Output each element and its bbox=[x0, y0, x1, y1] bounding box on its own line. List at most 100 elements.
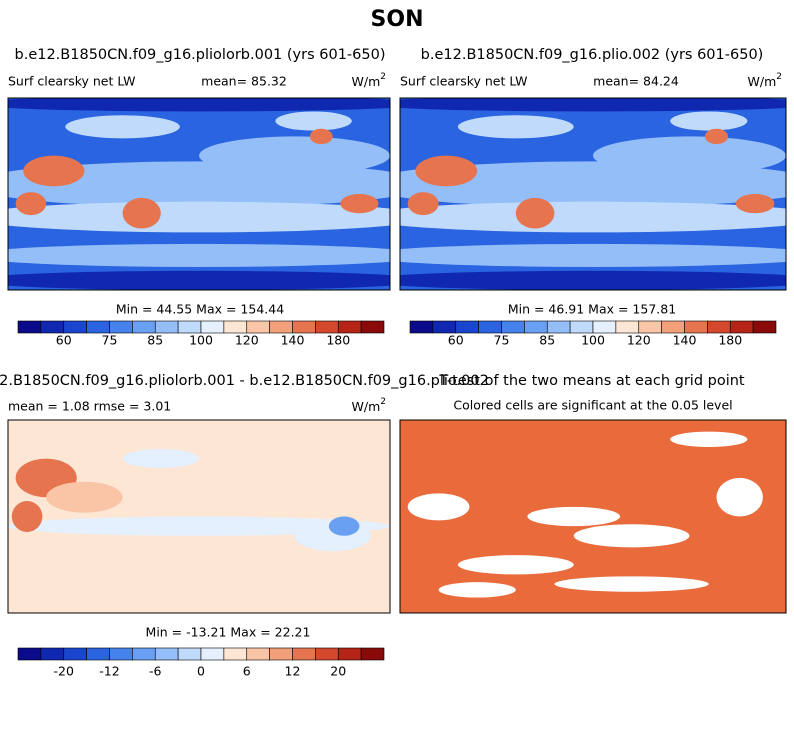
colorbar-box bbox=[292, 320, 316, 334]
colorbar-label: 140 bbox=[673, 333, 697, 348]
map-frame bbox=[7, 97, 391, 291]
map-shading bbox=[8, 270, 390, 290]
units-sup: 2 bbox=[776, 72, 782, 82]
panel-title: b.e12.B1850CN.f09_g16.plio.002 (yrs 601-… bbox=[421, 47, 764, 63]
colorbar-box bbox=[177, 647, 202, 661]
panel-title: b.e12.B1850CN.f09_g16.pliolorb.001 - b.e… bbox=[0, 373, 489, 389]
panel-title: T-test of the two means at each grid poi… bbox=[438, 373, 745, 389]
colorbar-label: 180 bbox=[326, 333, 350, 348]
colorbar-label: -20 bbox=[54, 664, 74, 679]
map-shading bbox=[407, 192, 439, 216]
map-shading bbox=[438, 582, 516, 598]
map-shading bbox=[8, 516, 390, 536]
colorbar-label: 6 bbox=[243, 664, 251, 679]
map-shading bbox=[15, 192, 47, 216]
colorbar-box bbox=[154, 647, 179, 661]
colorbar-box bbox=[109, 647, 133, 661]
map-shading bbox=[8, 201, 390, 233]
colorbar-box bbox=[132, 320, 156, 334]
panel-subtitle-left: Surf clearsky net LW bbox=[8, 74, 136, 89]
units-sup: 2 bbox=[380, 72, 386, 82]
units: W/m2 bbox=[352, 397, 386, 414]
colorbar-label: 100 bbox=[189, 333, 213, 348]
map-shading bbox=[554, 576, 709, 592]
colorbar-box bbox=[223, 320, 248, 334]
colorbar-box bbox=[707, 320, 731, 334]
colorbar-box bbox=[132, 647, 156, 661]
panel-subtitle-center: mean= 84.24 bbox=[593, 74, 679, 89]
colorbar-box bbox=[524, 320, 548, 334]
map-shading bbox=[23, 155, 85, 187]
map-shading bbox=[275, 111, 352, 131]
map-stats: Min = 46.91 Max = 157.81 bbox=[508, 302, 676, 317]
colorbar-box bbox=[246, 647, 270, 661]
map bbox=[400, 420, 786, 613]
colorbar-box bbox=[661, 320, 685, 334]
colorbar-box bbox=[86, 647, 110, 661]
colorbar-label: 100 bbox=[581, 333, 605, 348]
map-shading bbox=[65, 115, 180, 139]
colorbar-box bbox=[360, 320, 385, 334]
colorbar-box bbox=[432, 320, 457, 334]
colorbar-box bbox=[63, 647, 87, 661]
colorbar-box bbox=[478, 320, 502, 334]
map-shading bbox=[704, 128, 729, 145]
colorbar-box bbox=[752, 320, 777, 334]
colorbar-label: 85 bbox=[539, 333, 555, 348]
colorbar-box bbox=[501, 320, 525, 334]
colorbar-label: 20 bbox=[330, 664, 346, 679]
map bbox=[400, 98, 786, 290]
map-shading bbox=[407, 493, 470, 521]
map-shading bbox=[46, 481, 123, 513]
map-shading bbox=[670, 431, 748, 448]
map-shading bbox=[8, 98, 390, 112]
panel-subtitle-center: mean= 85.32 bbox=[201, 74, 287, 89]
map-shading bbox=[457, 115, 574, 139]
map-shading bbox=[340, 194, 379, 214]
panel-subtitle-center: Colored cells are significant at the 0.0… bbox=[453, 398, 732, 413]
colorbar-label: 0 bbox=[197, 664, 205, 679]
map-shading bbox=[8, 243, 390, 267]
units: W/m2 bbox=[748, 72, 782, 89]
colorbar-box bbox=[315, 647, 339, 661]
colorbar-label: 140 bbox=[281, 333, 305, 348]
units-base: W/m bbox=[352, 399, 381, 414]
map-shading bbox=[515, 197, 555, 229]
map-background bbox=[8, 420, 390, 613]
colorbar-box bbox=[546, 320, 571, 334]
map-shading bbox=[400, 270, 786, 290]
colorbar-box bbox=[177, 320, 202, 334]
map-shading bbox=[328, 516, 360, 536]
map-stats: Min = 44.55 Max = 154.44 bbox=[116, 302, 284, 317]
colorbar-box bbox=[315, 320, 339, 334]
colorbar-box bbox=[154, 320, 179, 334]
colorbar-box bbox=[638, 320, 662, 334]
colorbar-label: 120 bbox=[627, 333, 651, 348]
colorbar-box bbox=[40, 647, 65, 661]
colorbar-box bbox=[409, 320, 434, 334]
map-shading bbox=[400, 201, 786, 233]
map-shading bbox=[122, 448, 199, 469]
colorbar-label: 120 bbox=[235, 333, 259, 348]
colorbar-box bbox=[269, 320, 293, 334]
map-shading bbox=[593, 136, 786, 175]
map-stats: Min = -13.21 Max = 22.21 bbox=[146, 625, 311, 640]
colorbar-box bbox=[684, 320, 708, 334]
colorbar-box bbox=[200, 647, 225, 661]
colorbar-box bbox=[109, 320, 133, 334]
units-base: W/m bbox=[352, 74, 381, 89]
map-shading bbox=[527, 506, 621, 527]
panel-subtitle-left: Surf clearsky net LW bbox=[400, 74, 528, 89]
map-shading bbox=[716, 477, 763, 517]
map-shading bbox=[457, 555, 574, 575]
colorbar-label: 75 bbox=[494, 333, 510, 348]
colorbar-box bbox=[86, 320, 110, 334]
colorbar-label: 60 bbox=[448, 333, 464, 348]
colorbar-box bbox=[40, 320, 65, 334]
map-frame bbox=[399, 97, 787, 291]
colorbar-box bbox=[223, 647, 248, 661]
colorbar-box bbox=[269, 647, 293, 661]
colorbar-box bbox=[729, 320, 754, 334]
colorbar-box bbox=[63, 320, 87, 334]
